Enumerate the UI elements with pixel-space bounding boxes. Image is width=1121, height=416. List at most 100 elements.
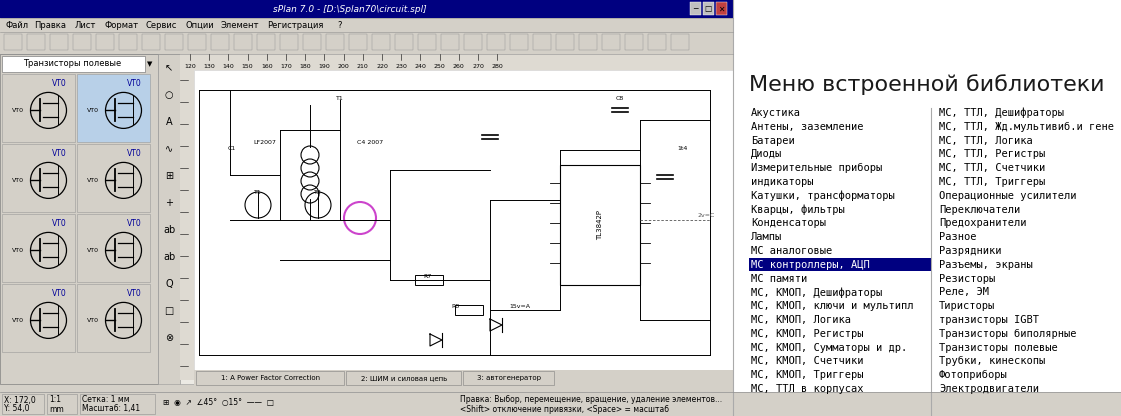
Text: МС, ТТЛ, Жд.мультивиб.и гене: МС, ТТЛ, Жд.мультивиб.и гене: [939, 122, 1114, 132]
Text: Измерительные приборы: Измерительные приборы: [751, 163, 882, 173]
FancyBboxPatch shape: [395, 34, 413, 50]
Text: VT0: VT0: [127, 220, 141, 228]
FancyBboxPatch shape: [257, 34, 275, 50]
Text: 270: 270: [472, 64, 484, 69]
Text: □: □: [704, 5, 712, 13]
FancyBboxPatch shape: [180, 70, 194, 380]
FancyBboxPatch shape: [372, 34, 390, 50]
Text: Меню встроенной библиотеки: Меню встроенной библиотеки: [749, 74, 1105, 95]
Text: 1:1: 1:1: [49, 396, 61, 404]
Text: VT0: VT0: [52, 149, 66, 158]
Text: МС, КМОП, Дешифраторы: МС, КМОП, Дешифраторы: [751, 287, 882, 298]
Text: МС, КМОП, Счетчики: МС, КМОП, Счетчики: [751, 357, 863, 366]
FancyBboxPatch shape: [349, 34, 367, 50]
Text: Конденсаторы: Конденсаторы: [751, 218, 826, 228]
Text: Переключатели: Переключатели: [939, 205, 1020, 215]
FancyBboxPatch shape: [50, 34, 68, 50]
Text: Транзисторы полевые: Транзисторы полевые: [22, 59, 121, 69]
Text: ⊗: ⊗: [165, 333, 173, 343]
Text: Правка: Правка: [35, 20, 66, 30]
Text: □: □: [165, 306, 174, 316]
Text: МС памяти: МС памяти: [751, 274, 807, 284]
Text: МС, ТТЛ, Триггеры: МС, ТТЛ, Триггеры: [939, 177, 1045, 187]
Text: A: A: [166, 117, 173, 127]
Text: 280: 280: [491, 64, 503, 69]
Text: Диоды: Диоды: [751, 149, 782, 159]
FancyBboxPatch shape: [142, 34, 160, 50]
Text: ab: ab: [163, 225, 175, 235]
Text: индикаторы: индикаторы: [751, 177, 814, 187]
Text: R7: R7: [423, 275, 432, 280]
Text: <Shift> отключение привязки, <Space> = масштаб: <Shift> отключение привязки, <Space> = м…: [460, 404, 669, 414]
FancyBboxPatch shape: [77, 284, 150, 352]
FancyBboxPatch shape: [280, 34, 298, 50]
Text: ⊞  ◉  ↗  ∠45°  ○15°  ——  □: ⊞ ◉ ↗ ∠45° ○15° —— □: [163, 399, 274, 408]
FancyBboxPatch shape: [27, 34, 45, 50]
Text: C1: C1: [228, 146, 237, 151]
FancyBboxPatch shape: [556, 34, 574, 50]
Text: Разъемы, экраны: Разъемы, экраны: [939, 260, 1032, 270]
FancyBboxPatch shape: [463, 371, 554, 385]
Text: ?: ?: [337, 20, 342, 30]
Text: 150: 150: [242, 64, 253, 69]
Text: МС, КМОП, Сумматоры и др.: МС, КМОП, Сумматоры и др.: [751, 343, 907, 353]
Text: Антены, заземление: Антены, заземление: [751, 122, 863, 132]
FancyBboxPatch shape: [180, 54, 733, 70]
FancyBboxPatch shape: [560, 165, 640, 285]
Text: LF2007: LF2007: [253, 139, 277, 144]
FancyBboxPatch shape: [671, 34, 689, 50]
FancyBboxPatch shape: [626, 34, 643, 50]
Text: Элемент: Элемент: [221, 20, 259, 30]
Text: МС, ТТЛ, Регистры: МС, ТТЛ, Регистры: [939, 149, 1045, 159]
Text: МС, ТТЛ, Логика: МС, ТТЛ, Логика: [939, 136, 1032, 146]
FancyBboxPatch shape: [73, 34, 91, 50]
Text: Разрядники: Разрядники: [939, 246, 1001, 256]
FancyBboxPatch shape: [0, 32, 733, 54]
Text: Правка: Выбор, перемещение, вращение, удаление элементов...: Правка: Выбор, перемещение, вращение, уд…: [460, 396, 722, 404]
FancyBboxPatch shape: [47, 394, 77, 414]
Text: Транзисторы биполярные: Транзисторы биполярные: [939, 329, 1076, 339]
FancyBboxPatch shape: [0, 54, 158, 384]
Text: 170: 170: [280, 64, 291, 69]
FancyBboxPatch shape: [691, 2, 701, 15]
Text: 220: 220: [376, 64, 388, 69]
Text: ⊞: ⊞: [165, 171, 173, 181]
Text: Трубки, кинескопы: Трубки, кинескопы: [939, 357, 1045, 366]
Text: 260: 260: [453, 64, 465, 69]
Text: 3: автогенератор: 3: автогенератор: [476, 375, 540, 381]
FancyBboxPatch shape: [2, 56, 145, 72]
Text: МС, ТТЛ в корпусах: МС, ТТЛ в корпусах: [751, 384, 863, 394]
Text: sPlan 7.0 - [D:\Splan70\circuit.spl]: sPlan 7.0 - [D:\Splan70\circuit.spl]: [274, 5, 427, 13]
Text: VT0: VT0: [127, 149, 141, 158]
FancyBboxPatch shape: [158, 54, 180, 384]
Text: X: 172,0: X: 172,0: [4, 396, 36, 404]
FancyBboxPatch shape: [234, 34, 252, 50]
FancyBboxPatch shape: [77, 144, 150, 212]
FancyBboxPatch shape: [2, 394, 44, 414]
Text: VT0: VT0: [52, 290, 66, 299]
FancyBboxPatch shape: [733, 0, 1121, 416]
Text: 1t4: 1t4: [678, 146, 688, 151]
FancyBboxPatch shape: [96, 34, 114, 50]
FancyBboxPatch shape: [703, 2, 714, 15]
Text: Сетка: 1 мм: Сетка: 1 мм: [82, 396, 130, 404]
Text: 2v=C: 2v=C: [697, 213, 714, 218]
FancyBboxPatch shape: [464, 34, 482, 50]
FancyBboxPatch shape: [441, 34, 458, 50]
Text: VT0: VT0: [52, 220, 66, 228]
Text: МС, КМОП, Регистры: МС, КМОП, Регистры: [751, 329, 863, 339]
FancyBboxPatch shape: [415, 275, 443, 285]
FancyBboxPatch shape: [580, 34, 597, 50]
FancyBboxPatch shape: [326, 34, 344, 50]
Text: 250: 250: [434, 64, 445, 69]
FancyBboxPatch shape: [648, 34, 666, 50]
Text: C4 2007: C4 2007: [356, 139, 383, 144]
Text: 1: A Power Factor Correction: 1: A Power Factor Correction: [221, 375, 319, 381]
FancyBboxPatch shape: [0, 18, 733, 32]
Text: ↖: ↖: [165, 63, 173, 73]
Text: VT0: VT0: [87, 318, 99, 323]
FancyBboxPatch shape: [455, 305, 483, 315]
Text: Транзисторы полевые: Транзисторы полевые: [939, 343, 1058, 353]
FancyBboxPatch shape: [2, 144, 75, 212]
FancyBboxPatch shape: [749, 258, 932, 271]
